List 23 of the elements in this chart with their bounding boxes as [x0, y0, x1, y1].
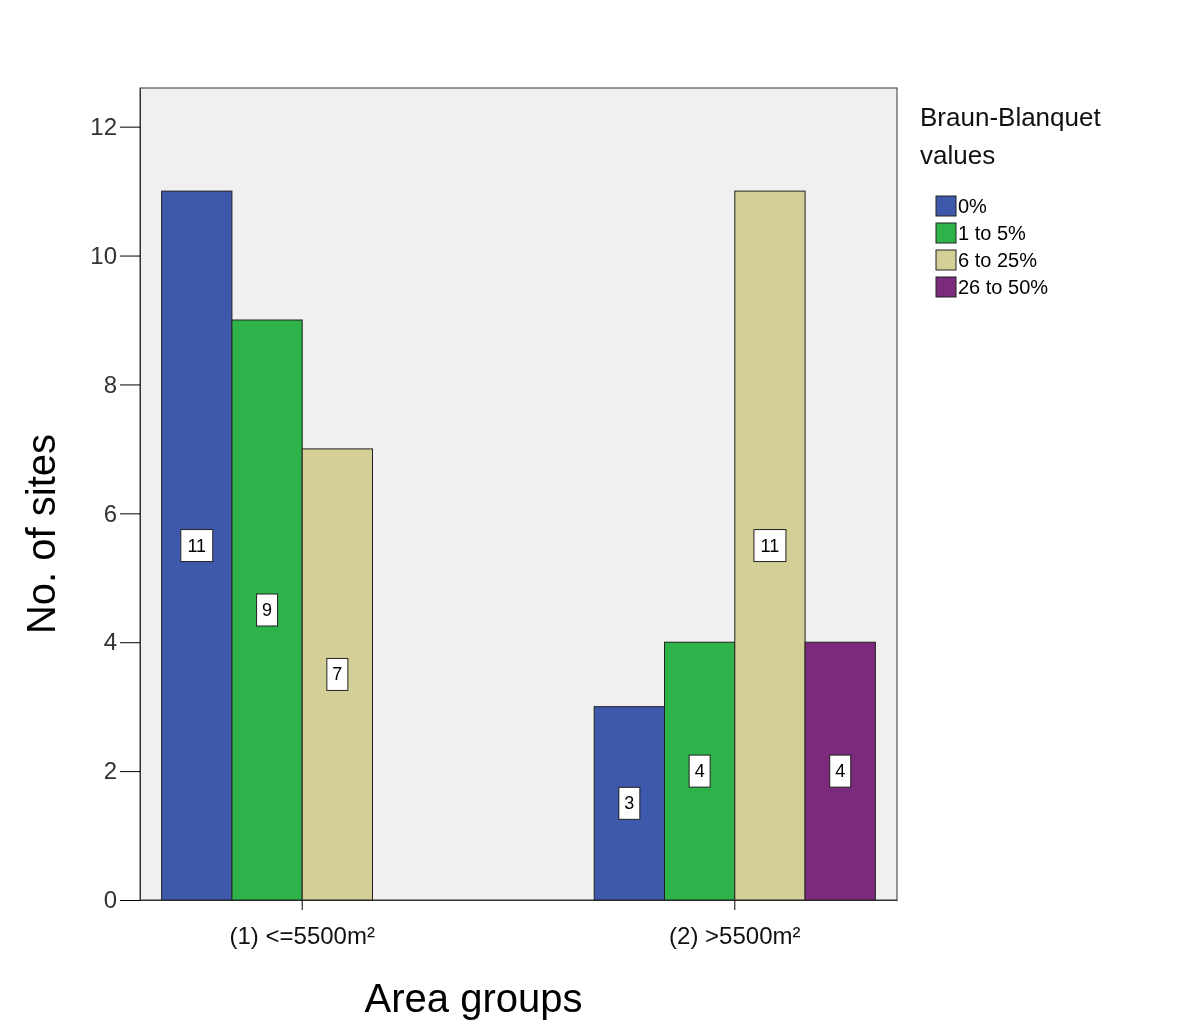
- legend-label: 1 to 5%: [958, 222, 1027, 244]
- y-tick-label: 2: [103, 757, 117, 785]
- legend-label: 0%: [958, 195, 988, 217]
- data-label: 7: [332, 664, 343, 685]
- y-tick-label: 10: [90, 241, 117, 269]
- y-axis-title: No. of sites: [19, 433, 63, 635]
- data-label: 4: [835, 761, 846, 782]
- data-label: 4: [694, 761, 705, 782]
- x-axis-title: Area groups: [364, 976, 583, 1020]
- y-tick-label: 4: [103, 628, 117, 656]
- x-tick-label: (1) <=5500m²: [229, 922, 375, 950]
- y-tick-label: 8: [103, 370, 117, 398]
- data-label: 11: [187, 535, 207, 556]
- legend-label: 26 to 50%: [958, 276, 1049, 298]
- data-label: 3: [624, 793, 635, 814]
- legend-label: 6 to 25%: [958, 249, 1038, 271]
- y-tick-label: 6: [103, 499, 117, 527]
- y-tick-label: 12: [90, 112, 117, 140]
- data-label: 9: [262, 600, 273, 620]
- data-label: 11: [760, 535, 780, 556]
- legend-title: Braun-Blanquet values: [920, 102, 1102, 170]
- x-tick-label: (2) >5500m²: [669, 922, 801, 950]
- y-tick-label: 0: [103, 886, 117, 914]
